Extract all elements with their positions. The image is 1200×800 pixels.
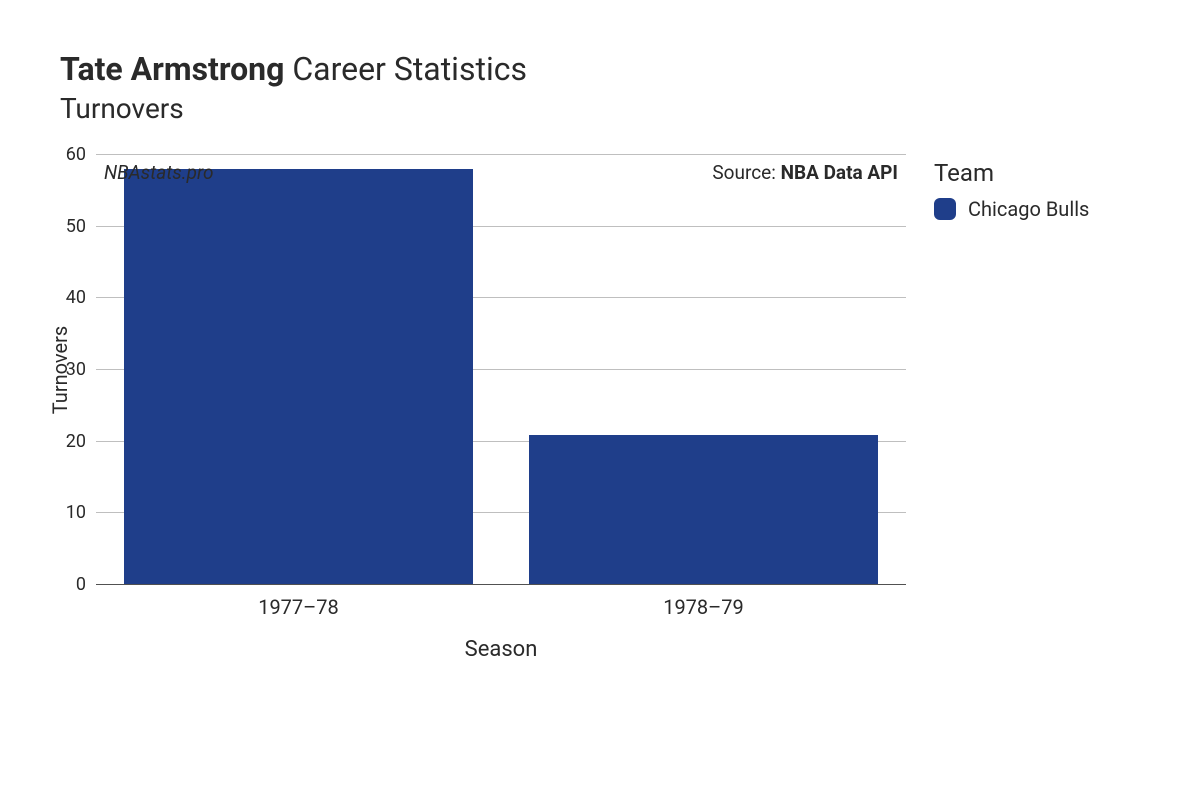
title-suffix: Career Statistics bbox=[292, 50, 527, 88]
y-tick-label: 50 bbox=[66, 218, 86, 236]
x-tick-label: 1978–79 bbox=[501, 595, 906, 619]
legend-swatch bbox=[934, 198, 956, 220]
title-player: Tate Armstrong bbox=[60, 50, 284, 88]
y-tick-label: 40 bbox=[66, 289, 86, 307]
chart-title: Tate Armstrong Career Statistics bbox=[60, 50, 1160, 88]
chart-area: Turnovers 0102030405060 NBAstats.pro Sou… bbox=[60, 155, 1160, 585]
bar bbox=[529, 435, 877, 586]
x-axis-baseline bbox=[96, 584, 906, 585]
source-name: NBA Data API bbox=[781, 161, 898, 184]
bars-container bbox=[96, 155, 906, 585]
watermark-text: NBAstats.pro bbox=[104, 161, 214, 184]
plot-region: NBAstats.pro Source: NBA Data API 1977–7… bbox=[96, 155, 906, 585]
bar bbox=[124, 169, 472, 585]
y-tick-label: 60 bbox=[66, 146, 86, 164]
chart-subtitle: Turnovers bbox=[60, 92, 1160, 125]
x-tick-label: 1977–78 bbox=[96, 595, 501, 619]
chart-title-block: Tate Armstrong Career Statistics Turnove… bbox=[60, 50, 1160, 125]
bar-slot bbox=[501, 155, 906, 585]
y-tick-label: 10 bbox=[66, 504, 86, 522]
y-tick-label: 0 bbox=[76, 576, 86, 594]
legend-title: Team bbox=[934, 159, 1089, 187]
y-tick-label: 20 bbox=[66, 433, 86, 451]
legend-item: Chicago Bulls bbox=[934, 197, 1089, 221]
legend: Team Chicago Bulls bbox=[934, 155, 1089, 221]
y-axis-ticks: 0102030405060 bbox=[60, 155, 96, 585]
source-attribution: Source: NBA Data API bbox=[712, 161, 898, 184]
x-axis-ticks: 1977–781978–79 bbox=[96, 595, 906, 619]
legend-label: Chicago Bulls bbox=[968, 197, 1089, 221]
bar-slot bbox=[96, 155, 501, 585]
y-tick-label: 30 bbox=[66, 361, 86, 379]
legend-items: Chicago Bulls bbox=[934, 197, 1089, 221]
source-prefix: Source: bbox=[712, 161, 780, 184]
x-axis-label: Season bbox=[96, 637, 906, 662]
